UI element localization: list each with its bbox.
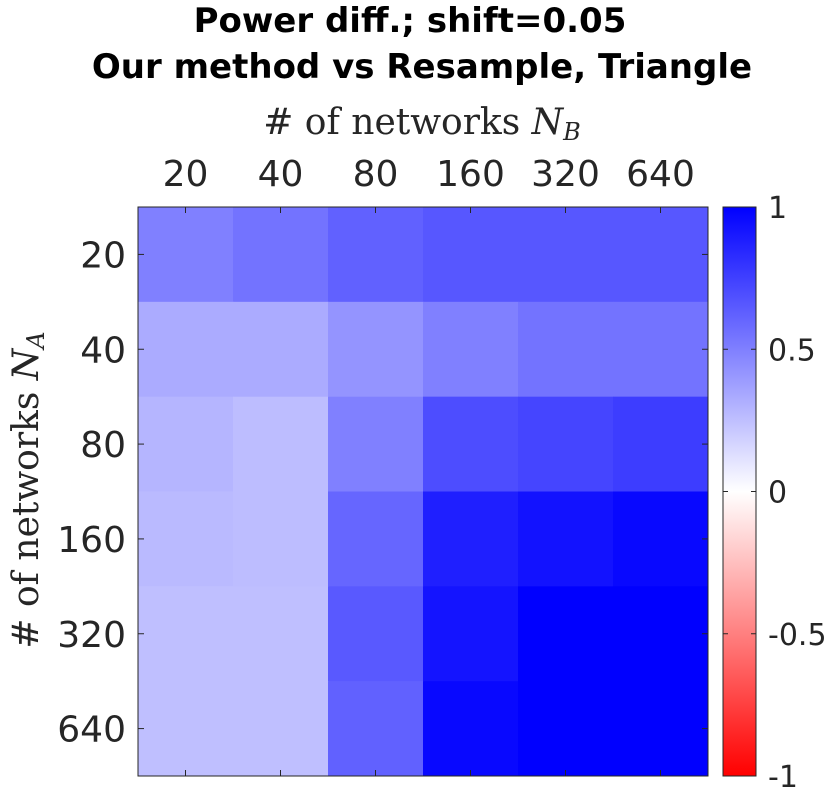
y-axis-label-var: N — [6, 347, 47, 381]
colorbar: 1 0.5 0 -0.5 -1 — [722, 191, 827, 793]
axis-tick-marks — [138, 207, 708, 776]
colorbar-tick-label: 1 — [768, 191, 787, 226]
colorbar-tick-label: -1 — [768, 760, 798, 793]
heatmap-cell — [613, 396, 709, 492]
x-axis-label-sub: B — [562, 118, 581, 146]
heatmap-cell — [138, 301, 234, 398]
heatmap-cell — [328, 301, 424, 398]
y-tick-label: 320 — [57, 615, 126, 656]
heatmap-cell — [138, 681, 234, 777]
heatmap-cell — [518, 207, 614, 303]
heatmap-cell — [613, 301, 709, 398]
heatmap-cell — [138, 396, 234, 492]
heatmap-cell — [138, 207, 234, 303]
heatmap-cell — [233, 396, 329, 492]
chart-title-line-2: Our method vs Resample, Triangle — [92, 47, 752, 87]
heatmap-cell — [423, 681, 519, 777]
heatmap-cells — [138, 207, 709, 777]
heatmap-cell — [328, 207, 424, 303]
x-tick-label: 320 — [531, 154, 600, 195]
heatmap-cell — [233, 301, 329, 398]
colorbar-ticks: 1 0.5 0 -0.5 -1 — [723, 191, 827, 793]
heatmap-cell — [138, 586, 234, 682]
x-tick-label: 640 — [626, 154, 695, 195]
heatmap-cell — [518, 586, 614, 682]
colorbar-tick-label: 0 — [768, 476, 787, 511]
x-tick-label: 160 — [436, 154, 505, 195]
plot-frame — [137, 206, 709, 777]
chart-title-line-1: Power diff.; shift=0.05 — [194, 1, 627, 41]
x-tick-label: 40 — [258, 154, 304, 195]
y-tick-label: 80 — [80, 425, 126, 466]
y-axis-label-prefix: # of networks — [6, 380, 47, 648]
x-tick-labels: 20 40 80 160 320 640 — [163, 154, 695, 195]
heatmap-cell — [613, 681, 709, 777]
colorbar-tick-label: 0.5 — [768, 333, 816, 368]
y-axis-label-sub: A — [22, 331, 50, 350]
heatmap-cell — [233, 681, 329, 777]
heatmap-cell — [233, 491, 329, 587]
y-tick-label: 20 — [80, 235, 126, 276]
x-tick-label: 20 — [163, 154, 209, 195]
heatmap-cell — [518, 491, 614, 587]
heatmap-cell — [423, 207, 519, 303]
x-axis-label-var: N — [531, 102, 565, 143]
colorbar-tick-label: -0.5 — [768, 618, 827, 653]
y-tick-labels: 20 40 80 160 320 640 — [57, 235, 126, 750]
heatmap-cell — [518, 681, 614, 777]
heatmap-cell — [423, 586, 519, 682]
y-axis-label: # of networks NA — [6, 331, 50, 648]
heatmap-cell — [138, 491, 234, 587]
heatmap-cell — [328, 396, 424, 492]
heatmap-cell — [518, 301, 614, 398]
y-tick-label: 160 — [57, 520, 126, 561]
x-axis-label-prefix: # of networks — [263, 102, 531, 143]
chart-title: Power diff.; shift=0.05 Our method vs Re… — [92, 1, 752, 87]
y-tick-label: 40 — [80, 330, 126, 371]
heatmap-cell — [328, 681, 424, 777]
x-axis-label: # of networks NB — [263, 102, 581, 146]
heatmap-cell — [613, 491, 709, 587]
heatmap-cell — [613, 586, 709, 682]
y-tick-label: 640 — [57, 710, 126, 751]
heatmap-cell — [328, 586, 424, 682]
heatmap-cell — [613, 207, 709, 303]
x-tick-label: 80 — [353, 154, 399, 195]
heatmap-cell — [328, 491, 424, 587]
heatmap-cell — [423, 491, 519, 587]
heatmap-cell — [233, 586, 329, 682]
heatmap-cell — [423, 396, 519, 492]
heatmap-cell — [518, 396, 614, 492]
heatmap-cell — [233, 207, 329, 303]
heatmap-cell — [423, 301, 519, 398]
